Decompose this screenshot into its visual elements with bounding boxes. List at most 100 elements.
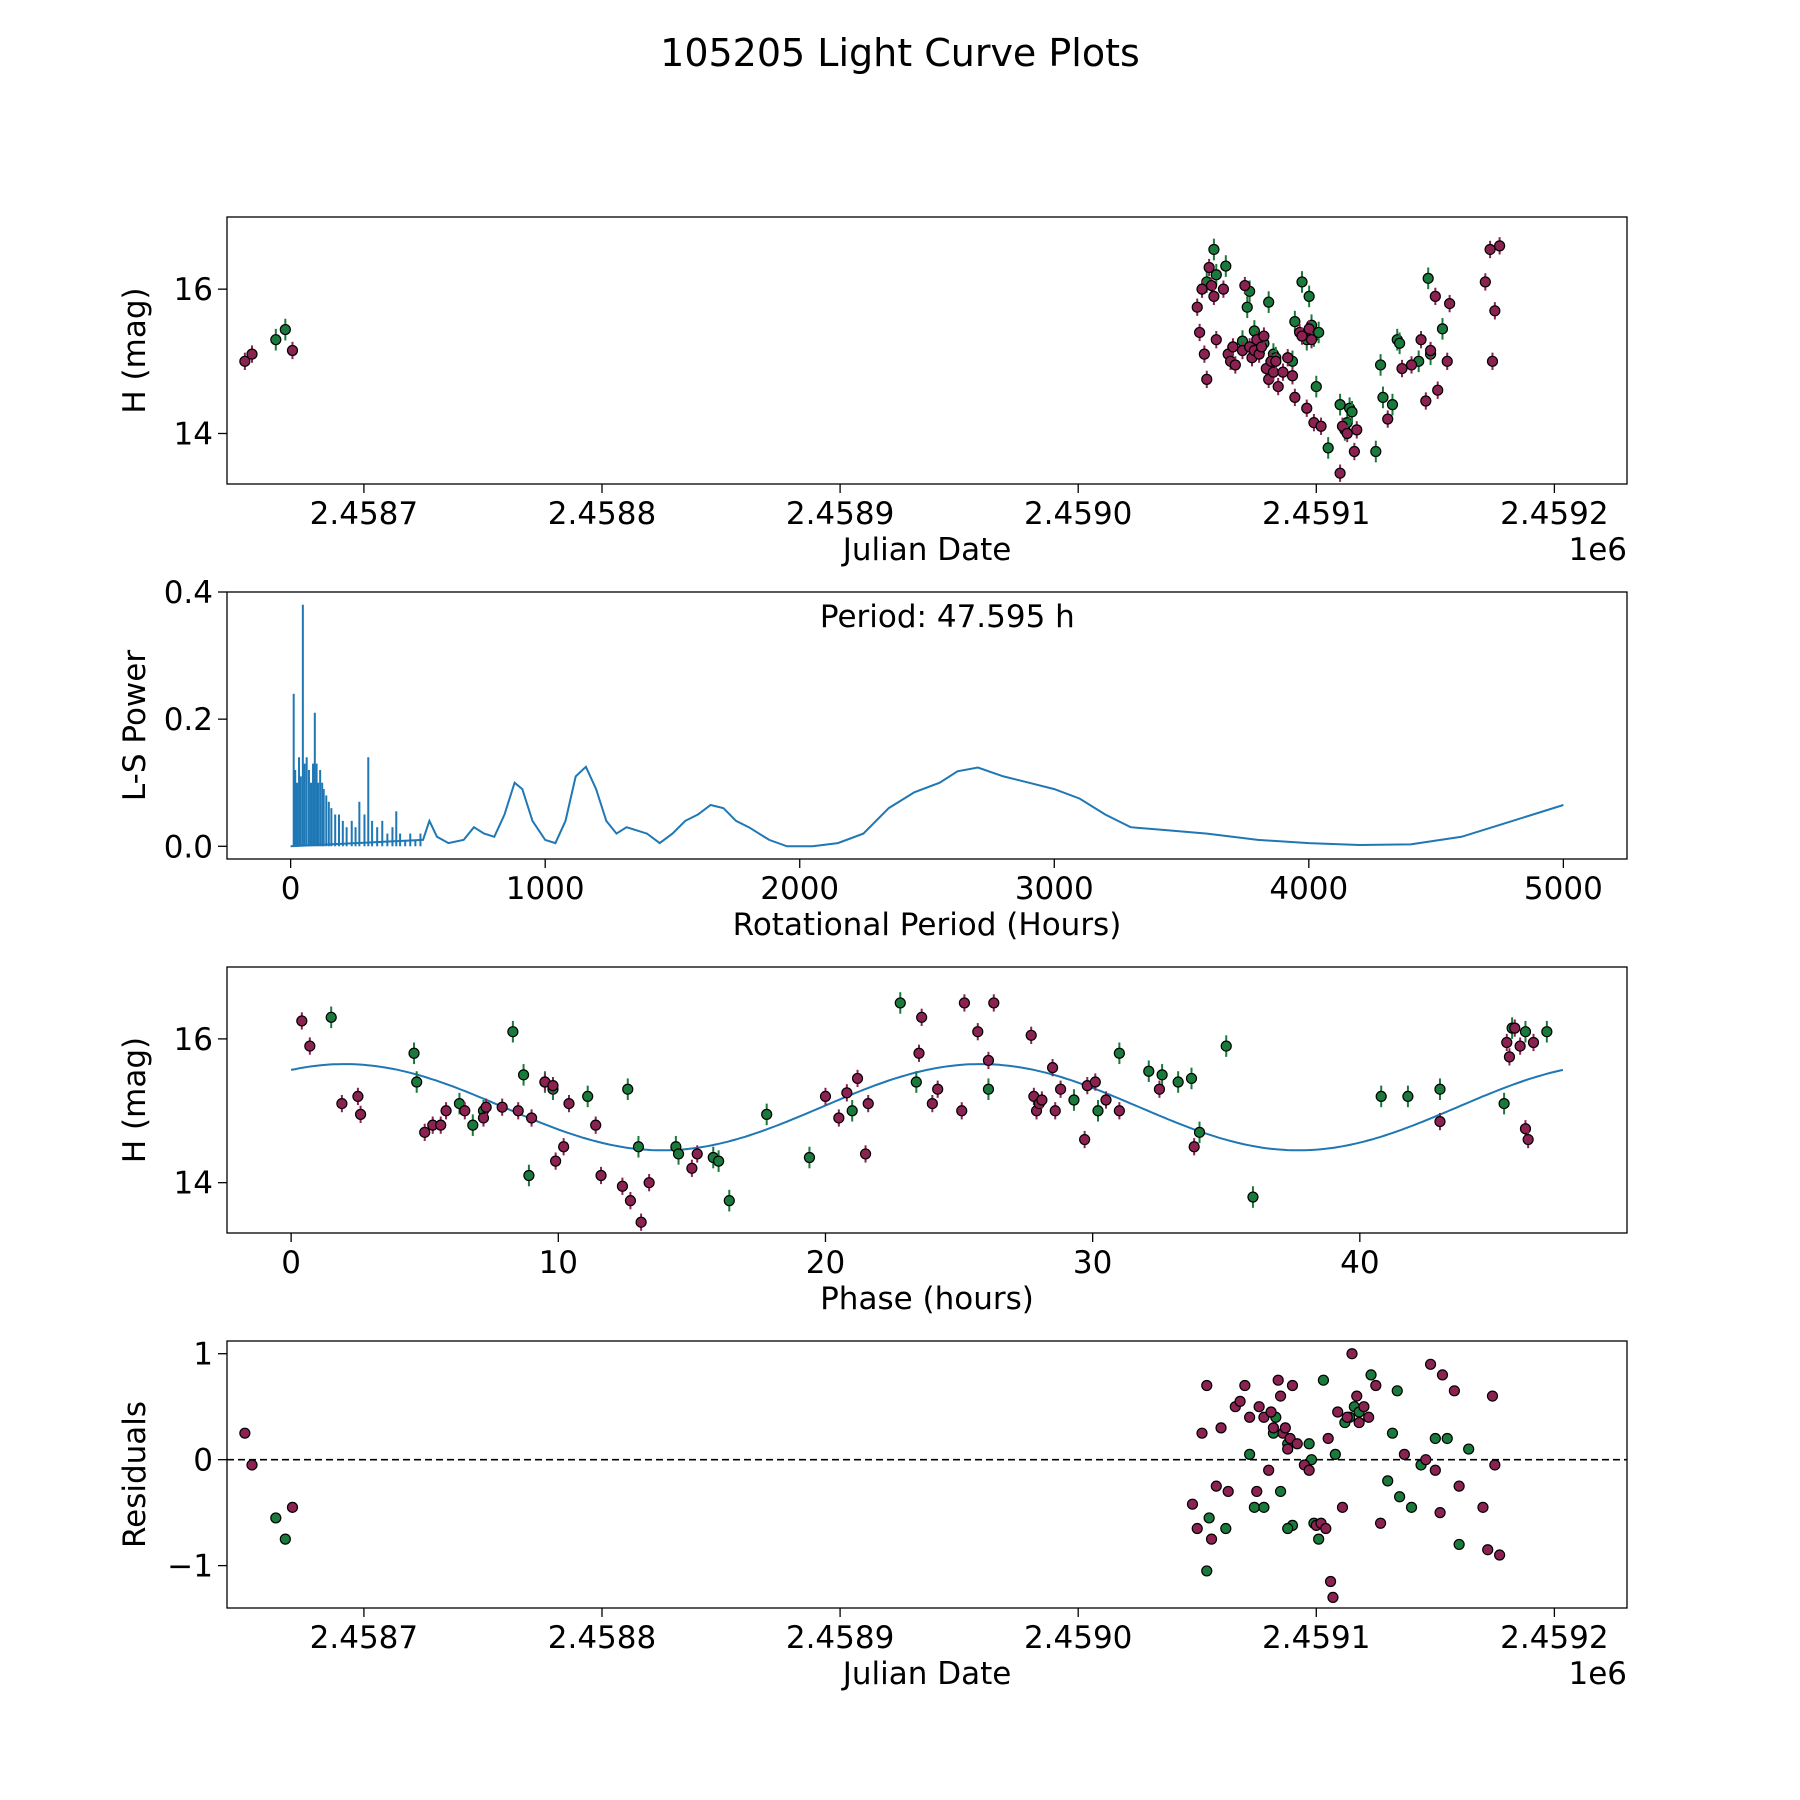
x-tick-label: 2000 [760, 871, 839, 907]
y-tick-label: 16 [174, 272, 213, 308]
data-point [1436, 323, 1449, 335]
data-point [1503, 1051, 1516, 1063]
data-point [1220, 260, 1232, 272]
data-point [1365, 1369, 1377, 1381]
data-point [1402, 1090, 1414, 1103]
data-point [1205, 279, 1218, 292]
data-point [1329, 1448, 1341, 1460]
data-point [1386, 1427, 1399, 1439]
data-point [1203, 1512, 1215, 1524]
data-point [435, 1119, 447, 1131]
data-point [713, 1155, 725, 1167]
data-point [480, 1101, 492, 1113]
data-point [1210, 334, 1222, 346]
data-point [512, 1105, 524, 1117]
data-point [1185, 1072, 1198, 1085]
data-point [819, 1090, 832, 1103]
figure-title: 105205 Light Curve Plots [660, 31, 1140, 75]
data-point [1291, 1438, 1303, 1450]
data-point [1054, 1083, 1067, 1095]
data-point [1248, 1501, 1260, 1513]
data-point [1303, 290, 1315, 302]
data-point [1341, 1411, 1353, 1423]
data-point [1394, 337, 1406, 349]
data-point [1286, 1379, 1299, 1392]
data-point [851, 1072, 864, 1085]
data-point [1191, 301, 1203, 313]
data-point [304, 1040, 316, 1052]
y-tick-label: −1 [167, 1549, 213, 1585]
data-point [1482, 1544, 1494, 1556]
data-point [1203, 261, 1215, 274]
y-tick-label: 0.2 [164, 702, 213, 738]
plot-area [290, 604, 1564, 848]
series-purple [296, 994, 1540, 1231]
data-point [1274, 1390, 1287, 1402]
data-point [1153, 1083, 1166, 1095]
data-point [286, 344, 299, 357]
series-green [270, 238, 1449, 463]
data-point [558, 1141, 570, 1153]
data-point [1396, 362, 1408, 375]
data-point [563, 1097, 575, 1110]
data-point [1424, 1358, 1437, 1370]
data-point [1453, 1480, 1465, 1492]
data-point [354, 1108, 367, 1120]
x-tick-label: 1000 [506, 871, 585, 907]
data-point [246, 1459, 258, 1471]
data-point [496, 1101, 508, 1113]
x-tick-label: 2.4591 [1262, 1620, 1370, 1656]
data-point [1208, 290, 1220, 302]
data-point [1363, 1411, 1375, 1423]
data-point [1348, 445, 1360, 458]
data-point [1222, 1485, 1234, 1498]
data-point [525, 1112, 538, 1124]
data-point [1282, 1443, 1294, 1455]
data-point [1201, 373, 1213, 385]
data-point [862, 1097, 874, 1110]
data-point [1382, 1475, 1394, 1487]
data-point [1370, 1379, 1382, 1392]
data-point [1486, 1390, 1499, 1402]
data-point [1514, 1040, 1526, 1052]
data-point [411, 1076, 423, 1088]
axes-frame [226, 591, 1628, 860]
series-green [270, 1369, 1475, 1577]
data-point [1234, 1395, 1246, 1407]
data-point [916, 1011, 928, 1023]
x-tick-label: 2.4592 [1500, 496, 1608, 532]
data-point [1172, 1076, 1184, 1088]
data-point [1336, 1501, 1349, 1513]
data-point [1394, 1491, 1406, 1503]
panel-phase: 0 10 20 30 40 14 16 Phase (hours) H (mag) [117, 966, 1628, 1317]
data-point [926, 1097, 938, 1110]
data-point [632, 1141, 645, 1153]
data-point [1489, 305, 1501, 317]
x-tick-label: 0 [281, 871, 301, 907]
data-point [1509, 1022, 1521, 1034]
data-point [982, 1083, 995, 1095]
data-point [296, 1015, 308, 1027]
data-point [1025, 1029, 1037, 1041]
y-tick-label: 14 [174, 416, 213, 452]
data-point [1429, 1432, 1441, 1445]
data-point [1258, 1501, 1270, 1513]
panel-ls: 0 1000 2000 3000 4000 5000 0.0 0.2 0.4 Rotational… [117, 575, 1628, 943]
data-point [1322, 1432, 1334, 1445]
data-point [408, 1047, 420, 1059]
data-point [1068, 1094, 1080, 1106]
y-tick-label: 16 [174, 1022, 213, 1058]
data-point [894, 997, 906, 1009]
data-point [336, 1097, 348, 1110]
data-point [1194, 326, 1206, 339]
data-point [1453, 1538, 1465, 1551]
x-axis-label: Rotational Period (Hours) [733, 907, 1122, 943]
plot-area [239, 237, 1506, 482]
data-point [988, 997, 1000, 1009]
data-point [239, 355, 251, 367]
data-point [1327, 1591, 1339, 1604]
data-point [1272, 1374, 1284, 1386]
data-point [1441, 1432, 1453, 1445]
data-point [1444, 297, 1456, 310]
data-point [1244, 1411, 1256, 1423]
